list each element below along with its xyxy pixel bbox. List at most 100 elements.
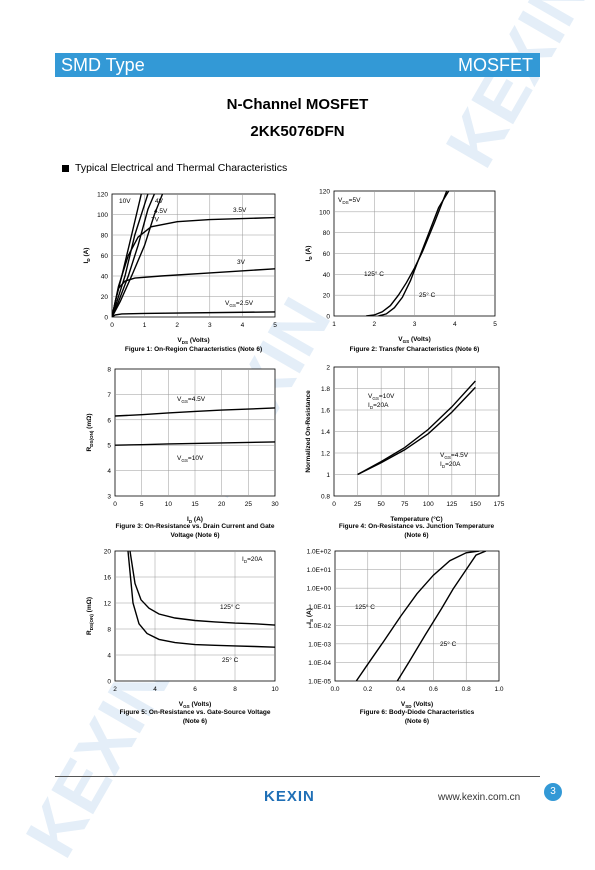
y-tick-label: 40 bbox=[323, 272, 331, 279]
annotation-125c: 125° C bbox=[220, 603, 240, 611]
annotation-3v: 3V bbox=[237, 259, 246, 266]
x-axis-label: VGS (Volts) bbox=[398, 336, 430, 344]
series-line-2 bbox=[115, 441, 275, 446]
x-tick-label: 10 bbox=[271, 686, 279, 693]
y-tick-label: 20 bbox=[104, 549, 112, 556]
x-tick-label: 2 bbox=[372, 321, 376, 328]
y-tick-label: 1 bbox=[326, 472, 330, 479]
y-tick-label: 0 bbox=[326, 314, 330, 321]
annotation-vgs-10v: VGS=10V bbox=[368, 393, 395, 401]
series-line-3 bbox=[112, 194, 156, 317]
series-line-4 bbox=[112, 194, 164, 317]
series-line-7 bbox=[112, 311, 275, 317]
y-tick-label: 20 bbox=[323, 293, 331, 300]
figure-caption: Figure 6: Body-Diode Characteristics bbox=[360, 709, 475, 716]
logo-text: KEXIN bbox=[264, 788, 315, 805]
y-tick-label: 0 bbox=[107, 679, 111, 686]
y-tick-label: 12 bbox=[104, 601, 112, 608]
series-line-2 bbox=[378, 191, 450, 316]
x-tick-label: 6 bbox=[193, 686, 197, 693]
x-tick-label: 75 bbox=[401, 501, 409, 508]
y-tick-label: 1.0E-02 bbox=[308, 623, 331, 630]
y-tick-label: 100 bbox=[97, 212, 108, 219]
x-tick-label: 1 bbox=[332, 321, 336, 328]
x-tick-label: 3 bbox=[413, 321, 417, 328]
figure-caption: (Note 6) bbox=[183, 718, 207, 725]
figure-caption: Figure 2: Transfer Characteristics (Note… bbox=[350, 346, 480, 353]
y-tick-label: 60 bbox=[323, 251, 331, 258]
chart-figure-1: 0 1 2 3 4 5 0 20 40 60 80 100 120 VDS (Volts) ID (A) Fi… bbox=[83, 192, 277, 354]
y-tick-label: 80 bbox=[323, 230, 331, 237]
y-tick-label: 1.0E-05 bbox=[308, 679, 331, 686]
chart-figure-5: 2 4 6 8 10 0 4 8 12 16 20 VGS (Volts) RDS(ON) (mΩ) Fi… bbox=[86, 549, 279, 726]
x-tick-label: 4 bbox=[241, 322, 245, 329]
y-tick-label: 1.0E+02 bbox=[307, 549, 332, 556]
series-line-5 bbox=[112, 216, 275, 317]
y-tick-label: 1.0E-04 bbox=[308, 660, 331, 667]
x-tick-label: 0.8 bbox=[462, 686, 471, 693]
header-bar bbox=[55, 53, 540, 77]
y-tick-label: 1.4 bbox=[321, 429, 330, 436]
x-tick-label: 30 bbox=[271, 501, 279, 508]
x-axis-label: Temperature (°C) bbox=[390, 515, 442, 523]
figure-caption: Figure 5: On-Resistance vs. Gate-Source … bbox=[120, 709, 271, 716]
y-tick-label: 4 bbox=[107, 653, 111, 660]
x-tick-label: 0.0 bbox=[330, 686, 339, 693]
y-axis-label: ID (A) bbox=[83, 248, 91, 264]
y-tick-label: 80 bbox=[101, 233, 109, 240]
annotation-vgs-4-5v: VGS=4.5V bbox=[440, 452, 469, 460]
annotation-125c: 125° C bbox=[355, 603, 375, 611]
figure-caption: (Note 6) bbox=[405, 718, 429, 725]
y-axis-label: IS (A) bbox=[306, 608, 314, 624]
series-line-2 bbox=[112, 194, 149, 317]
y-axis-label: RDS(ON) (mΩ) bbox=[86, 597, 94, 635]
y-tick-label: 20 bbox=[101, 294, 109, 301]
series-line-2 bbox=[396, 551, 487, 681]
x-tick-label: 3 bbox=[208, 322, 212, 329]
figure-caption: Voltage (Note 6) bbox=[171, 532, 220, 539]
y-axis-label: RDS(ON) (mΩ) bbox=[86, 413, 94, 451]
x-tick-label: 4 bbox=[153, 686, 157, 693]
x-tick-label: 0.2 bbox=[363, 686, 372, 693]
annotation-id-20a: ID=20A bbox=[368, 402, 389, 410]
series-line-1 bbox=[366, 191, 448, 316]
x-tick-label: 8 bbox=[233, 686, 237, 693]
x-tick-label: 5 bbox=[493, 321, 497, 328]
section-bullet-icon bbox=[62, 165, 69, 172]
y-tick-label: 4 bbox=[107, 468, 111, 475]
annotation-4v: 4V bbox=[155, 198, 164, 205]
document-title: N-Channel MOSFET bbox=[226, 96, 369, 113]
section-title: Typical Electrical and Thermal Character… bbox=[75, 162, 288, 174]
y-tick-label: 16 bbox=[104, 575, 112, 582]
series-line-2 bbox=[127, 551, 275, 648]
x-tick-label: 25 bbox=[354, 501, 362, 508]
x-tick-label: 1 bbox=[143, 322, 147, 329]
x-tick-label: 0.4 bbox=[396, 686, 405, 693]
y-tick-label: 7 bbox=[107, 392, 111, 399]
series-line-2 bbox=[357, 386, 476, 476]
x-tick-label: 175 bbox=[494, 501, 505, 508]
annotation-id: ID=20A bbox=[242, 556, 263, 564]
annotation-id-20a: ID=20A bbox=[440, 461, 461, 469]
y-tick-label: 1.2 bbox=[321, 451, 330, 458]
kexin-logo: KEXIN bbox=[264, 787, 334, 810]
y-tick-label: 1.0E+01 bbox=[307, 567, 332, 574]
y-tick-label: 6 bbox=[107, 417, 111, 424]
series-line-1 bbox=[115, 407, 275, 417]
y-tick-label: 60 bbox=[101, 253, 109, 260]
y-tick-label: 1.6 bbox=[321, 408, 330, 415]
figure-caption: Figure 3: On-Resistance vs. Drain Curren… bbox=[116, 523, 275, 530]
part-number: 2KK5076DFN bbox=[250, 123, 345, 140]
annotation-vgs-2-5v: VGS=2.5V bbox=[225, 300, 254, 308]
x-tick-label: 0 bbox=[110, 322, 114, 329]
x-tick-label: 2 bbox=[113, 686, 117, 693]
y-tick-label: 40 bbox=[101, 274, 109, 281]
y-tick-label: 3 bbox=[107, 494, 111, 501]
footer-divider bbox=[55, 776, 540, 777]
plot-frame bbox=[334, 550, 500, 682]
x-tick-label: 100 bbox=[423, 501, 434, 508]
footer-url[interactable]: www.kexin.com.cn bbox=[438, 792, 521, 803]
y-tick-label: 5 bbox=[107, 443, 111, 450]
figure-caption: (Note 6) bbox=[404, 532, 428, 539]
y-tick-label: 1.0E+00 bbox=[307, 586, 332, 593]
